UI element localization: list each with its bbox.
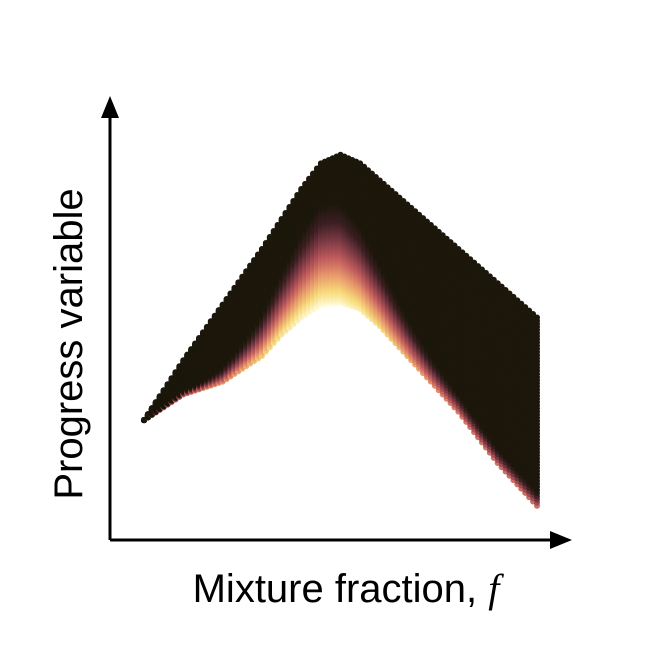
data-point (392, 191, 399, 198)
data-point (431, 225, 438, 232)
data-point (447, 239, 454, 246)
data-point (365, 167, 372, 174)
data-point (361, 163, 368, 170)
data-point (423, 218, 430, 225)
data-point (380, 180, 387, 187)
scatter-points (141, 151, 540, 509)
data-point (416, 211, 423, 218)
data-point (455, 245, 462, 252)
data-point (388, 187, 395, 194)
data-point (439, 232, 446, 239)
data-point (412, 208, 419, 215)
data-point (357, 160, 364, 167)
data-point (427, 221, 434, 228)
data-point (420, 215, 427, 222)
data-point (443, 235, 450, 242)
data-point (408, 204, 415, 211)
data-point (451, 242, 458, 249)
data-point (384, 184, 391, 191)
data-point (435, 228, 442, 235)
data-point (400, 198, 407, 205)
data-point (396, 194, 403, 201)
data-point (404, 201, 411, 208)
data-point (372, 174, 379, 181)
data-point (368, 170, 375, 177)
data-point (376, 177, 383, 184)
